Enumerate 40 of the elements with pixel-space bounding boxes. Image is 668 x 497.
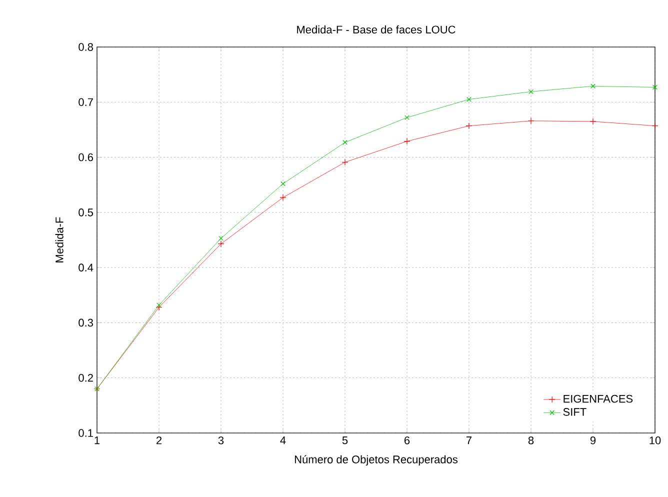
x-tick-label: 8: [528, 436, 534, 444]
x-tick-label: 2: [156, 436, 162, 444]
legend-label: SIFT: [563, 408, 586, 416]
x-tick-label: 3: [218, 436, 224, 444]
y-tick-label: 0.1: [78, 429, 93, 437]
x-tick-label: 7: [466, 436, 472, 444]
x-tick-label: 9: [590, 436, 596, 444]
y-axis-title: Medida-F: [55, 217, 64, 262]
point: [280, 194, 286, 201]
x-tick-label: 4: [280, 436, 286, 444]
y-tick-label: 0.3: [78, 318, 94, 327]
point: [528, 118, 534, 124]
point: [404, 138, 410, 145]
point: [342, 140, 348, 145]
x-tick-label: 10: [650, 436, 661, 444]
point: [590, 84, 596, 89]
point: [466, 122, 472, 130]
point: [652, 84, 658, 90]
point: [218, 236, 224, 241]
point: [590, 118, 596, 125]
x-axis-title: Número de Objetos Recuperados: [294, 455, 458, 466]
y-tick-label: 0.5: [78, 208, 94, 216]
x-tick-label: 6: [404, 436, 410, 444]
point: [528, 89, 534, 94]
legend-label: EIGENFACES: [564, 394, 633, 403]
y-tick-label: 0.6: [78, 153, 94, 162]
y-tick-label: 0.7: [78, 98, 93, 106]
point: [156, 302, 162, 308]
y-tick-label: 0.2: [78, 374, 93, 382]
point: [466, 96, 472, 102]
point: [280, 181, 286, 186]
point: [652, 122, 658, 130]
point: [218, 240, 224, 248]
x-tick-label: 5: [342, 436, 348, 444]
y-tick-label: 0.4: [78, 264, 94, 272]
x-tick-label: 1: [94, 436, 100, 444]
y-tick-label: 0.8: [78, 43, 94, 51]
point: [404, 115, 410, 120]
point: [342, 158, 348, 166]
chart-title: Medida-F - Base de faces LOUC: [297, 25, 456, 34]
